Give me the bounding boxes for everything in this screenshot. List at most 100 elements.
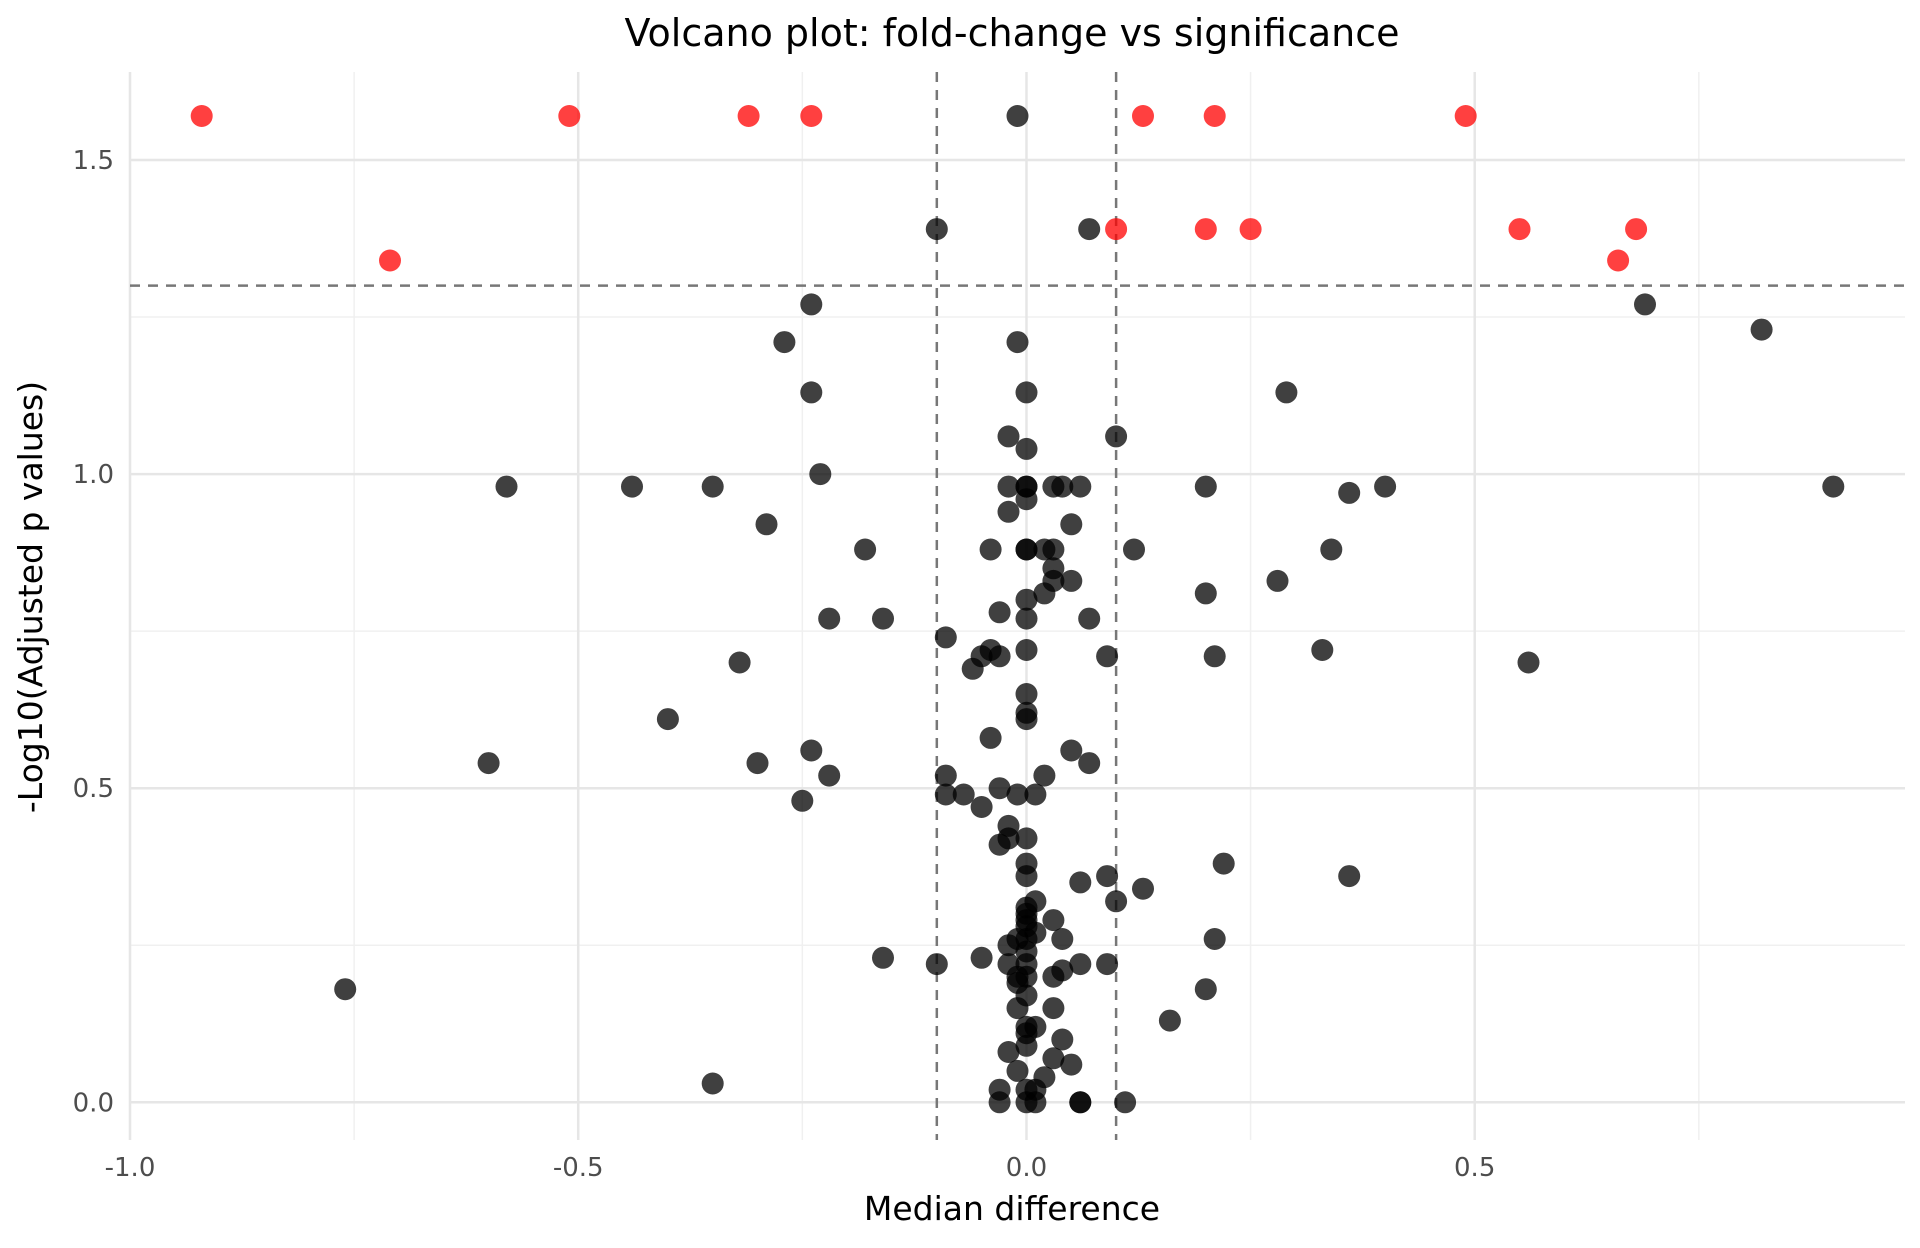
- significant-point-10: [1508, 218, 1531, 241]
- point-48: [818, 607, 841, 630]
- point-54: [1015, 639, 1038, 661]
- point-60: [728, 651, 751, 674]
- point-87: [1212, 852, 1235, 875]
- significant-point-4: [1132, 105, 1154, 127]
- point-33: [979, 538, 1002, 561]
- data-points: [190, 105, 1845, 1114]
- point-108: [872, 946, 894, 969]
- x-tick-label-1: -0.5: [553, 1153, 604, 1183]
- point-12: [1105, 425, 1128, 448]
- point-110: [925, 953, 948, 976]
- point-142: [1024, 1091, 1047, 1114]
- point-76: [988, 777, 1011, 800]
- point-113: [1069, 953, 1092, 976]
- significant-point-8: [1194, 218, 1217, 241]
- point-106: [997, 934, 1020, 957]
- point-45: [1194, 582, 1217, 605]
- y-tick-label-2: 1.0: [73, 460, 114, 490]
- point-144: [1069, 1091, 1092, 1114]
- point-69: [1060, 739, 1083, 762]
- point-123: [1006, 997, 1029, 1020]
- point-49: [872, 607, 894, 630]
- point-10: [1275, 381, 1298, 404]
- point-43: [1266, 569, 1289, 592]
- point-11: [997, 425, 1020, 448]
- y-tick-label-3: 1.5: [73, 146, 114, 176]
- significant-point-11: [1625, 218, 1648, 241]
- point-14: [809, 463, 832, 486]
- significant-point-1: [558, 105, 581, 127]
- point-46: [1015, 588, 1038, 611]
- point-9: [1015, 381, 1038, 404]
- point-27: [1338, 481, 1361, 504]
- point-120: [334, 978, 357, 1001]
- point-68: [800, 739, 823, 762]
- point-4: [1634, 293, 1656, 316]
- point-1: [925, 218, 948, 241]
- y-axis-title: -Log10(Adjusted p values): [11, 381, 50, 813]
- point-70: [477, 752, 500, 775]
- point-71: [746, 752, 769, 775]
- point-102: [1203, 928, 1226, 950]
- point-59: [1203, 645, 1226, 668]
- point-75: [1033, 764, 1056, 787]
- point-15: [495, 475, 518, 498]
- point-52: [934, 626, 957, 649]
- significant-point-13: [1607, 249, 1630, 272]
- y-tick-label-1: 0.5: [73, 774, 114, 804]
- point-57: [988, 645, 1011, 668]
- point-7: [1006, 331, 1029, 354]
- point-37: [1042, 538, 1065, 561]
- point-82: [970, 796, 993, 818]
- x-axis-ticks: -1.0 -0.5 0.0 0.5: [105, 1153, 1496, 1183]
- point-129: [1051, 1028, 1074, 1051]
- point-109: [970, 946, 993, 969]
- point-124: [1042, 997, 1065, 1020]
- point-92: [1069, 871, 1092, 894]
- x-tick-label-2: 0.0: [1006, 1153, 1047, 1183]
- x-axis-title: Median difference: [864, 1189, 1160, 1228]
- x-tick-label-0: -1.0: [105, 1153, 156, 1183]
- point-72: [1078, 752, 1101, 775]
- point-32: [854, 538, 877, 561]
- point-90: [1096, 865, 1119, 888]
- point-38: [1123, 538, 1145, 561]
- significant-point-12: [379, 249, 401, 272]
- point-118: [1042, 965, 1065, 988]
- point-85: [1015, 827, 1038, 850]
- point-50: [1015, 607, 1038, 630]
- point-91: [1338, 865, 1361, 888]
- point-131: [997, 1041, 1020, 1063]
- point-17: [701, 475, 724, 498]
- point-81: [791, 789, 814, 812]
- y-tick-label-0: 0.0: [73, 1088, 114, 1118]
- point-133: [1060, 1053, 1083, 1076]
- point-2: [1078, 218, 1101, 241]
- point-74: [934, 764, 957, 787]
- point-134: [1006, 1059, 1029, 1082]
- point-105: [1051, 928, 1074, 950]
- point-18: [997, 475, 1020, 498]
- point-28: [1015, 488, 1038, 511]
- point-29: [997, 500, 1020, 523]
- point-61: [1517, 651, 1540, 674]
- significant-point-3: [800, 105, 823, 127]
- significant-point-5: [1203, 105, 1226, 127]
- point-77: [934, 783, 957, 806]
- point-67: [979, 726, 1002, 749]
- point-5: [1750, 318, 1773, 341]
- point-114: [1096, 953, 1119, 976]
- point-31: [755, 513, 778, 536]
- point-79: [1006, 783, 1029, 806]
- point-44: [1033, 582, 1056, 605]
- significant-point-6: [1454, 105, 1477, 127]
- point-140: [988, 1091, 1011, 1114]
- point-51: [1078, 607, 1101, 630]
- point-8: [800, 381, 823, 404]
- point-86: [988, 833, 1011, 856]
- point-55: [1311, 639, 1334, 661]
- point-73: [818, 764, 841, 787]
- point-35: [1015, 538, 1038, 561]
- point-0: [1006, 105, 1029, 127]
